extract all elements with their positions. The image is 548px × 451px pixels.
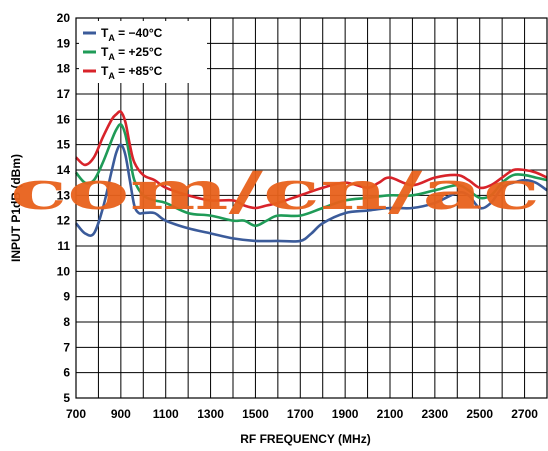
x-tick-label: 1300 — [197, 407, 224, 421]
y-tick-label: 19 — [57, 36, 71, 50]
y-tick-label: 8 — [63, 315, 70, 329]
y-tick-label: 15 — [57, 138, 71, 152]
legend-background — [79, 21, 207, 83]
y-tick-label: 10 — [57, 264, 71, 278]
watermark-text: com/cn/ac — [10, 161, 540, 222]
x-tick-label: 900 — [111, 407, 131, 421]
x-tick-label: 2700 — [511, 407, 538, 421]
x-axis-label: RF FREQUENCY (MHz) — [240, 432, 370, 446]
x-tick-label: 700 — [66, 407, 86, 421]
y-tick-label: 12 — [57, 214, 71, 228]
y-tick-label: 14 — [57, 163, 71, 177]
series-line-1 — [74, 143, 548, 243]
x-tick-label: 1700 — [287, 407, 314, 421]
legend-label-3: TA = +85°C — [101, 64, 163, 81]
legend-label-2: TA = +25°C — [101, 45, 163, 62]
x-tick-label: 1500 — [242, 407, 269, 421]
y-tick-label: 18 — [57, 62, 71, 76]
series-layer — [74, 110, 548, 243]
y-tick-labels: 5 6 7 8 9 10 11 12 13 14 15 16 17 18 19 20 — [57, 11, 71, 405]
x-tick-label: 1900 — [332, 407, 359, 421]
series-line-3 — [75, 110, 548, 210]
legend: TA = −40°C TA = +25°C TA = +85°C — [79, 21, 207, 83]
y-tick-label: 7 — [63, 340, 70, 354]
x-tick-label: 2300 — [422, 407, 449, 421]
y-axis-label: INPUT P1dB (dBm) — [9, 154, 23, 262]
y-tick-label: 11 — [57, 239, 70, 253]
plot-frame — [75, 17, 548, 399]
y-tick-label: 6 — [63, 366, 70, 380]
y-tick-label: 17 — [57, 87, 71, 101]
y-tick-label: 13 — [57, 188, 71, 202]
x-tick-label: 2100 — [377, 407, 404, 421]
x-tick-labels: 700 900 1100 1300 1500 1700 1900 2100 2300 2500 27… — [66, 407, 538, 421]
y-tick-label: 16 — [57, 112, 71, 126]
x-tick-label: 1100 — [153, 407, 179, 421]
legend-label-1: TA = −40°C — [101, 26, 163, 43]
series-line-2 — [74, 123, 548, 228]
y-tick-label: 20 — [57, 11, 71, 25]
y-tick-label: 9 — [63, 290, 70, 304]
x-tick-label: 2500 — [466, 407, 493, 421]
y-tick-label: 5 — [63, 391, 70, 405]
